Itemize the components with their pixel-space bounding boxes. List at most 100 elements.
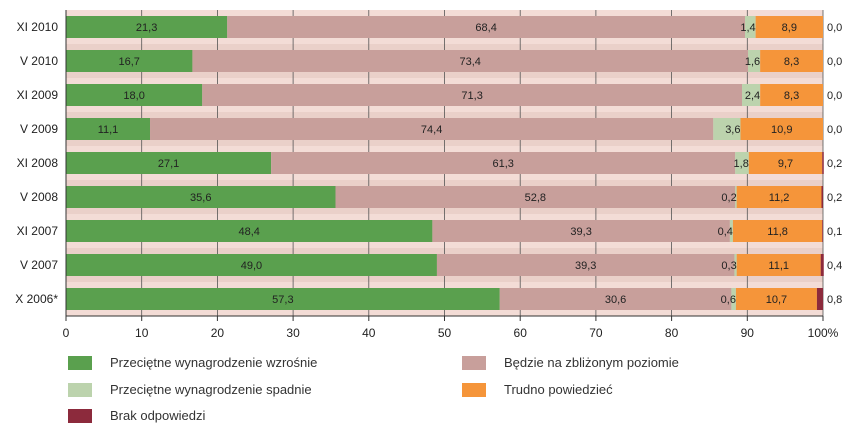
data-label: 35,6: [190, 192, 211, 204]
bar-segment: [150, 118, 714, 140]
data-label: 0,3: [721, 260, 736, 272]
x-tick-label: 50: [438, 326, 452, 340]
bar-segment: [732, 220, 823, 242]
data-label: 0,6: [721, 294, 736, 306]
data-label: 3,6: [725, 124, 740, 136]
data-label: 10,9: [771, 124, 792, 136]
bar-segment: [432, 220, 730, 242]
bar-segment: [66, 186, 336, 208]
category-label: XI 2007: [17, 224, 59, 238]
data-label: 0,2: [721, 192, 736, 204]
bar-segment: [822, 220, 823, 242]
bar-segment: [66, 84, 203, 106]
x-tick-label: 80: [665, 326, 679, 340]
data-label: 0,4: [718, 226, 733, 238]
bar-segment: [734, 254, 737, 276]
x-tick-label: 10: [135, 326, 149, 340]
bar-segment: [735, 288, 817, 310]
category-label: X 2006*: [15, 292, 58, 306]
x-tick-label: 40: [362, 326, 376, 340]
bar-segment: [748, 152, 823, 174]
bar-segment: [335, 186, 736, 208]
category-label: V 2008: [20, 190, 58, 204]
data-label: 2,4: [745, 90, 760, 102]
data-label: 39,3: [570, 226, 591, 238]
bar-segment: [271, 152, 736, 174]
data-label: 0,0: [827, 124, 842, 136]
data-label: 11,1: [98, 124, 119, 136]
data-label: 1,4: [740, 22, 755, 34]
data-label: 16,7: [118, 56, 139, 68]
bar-segment: [227, 16, 746, 38]
data-label: 21,3: [136, 22, 157, 34]
x-tick-label: 30: [286, 326, 300, 340]
data-label: 0,1: [827, 226, 842, 238]
bar-segment: [760, 50, 823, 72]
bar-segment: [740, 118, 823, 140]
bar-segment: [66, 220, 433, 242]
data-label: 11,2: [769, 192, 790, 204]
category-label: XI 2009: [17, 88, 59, 102]
bar-segment: [735, 152, 749, 174]
x-tick-label: 20: [211, 326, 225, 340]
bar-segment: [66, 50, 193, 72]
bar-segment: [760, 84, 823, 106]
data-label: 74,4: [421, 124, 442, 136]
bar-segment: [66, 152, 272, 174]
bar-segment: [748, 50, 761, 72]
data-label: 8,9: [782, 22, 797, 34]
bar-segment: [822, 152, 824, 174]
bar-segment: [192, 50, 749, 72]
bar-segment: [713, 118, 741, 140]
bar-segment: [736, 186, 822, 208]
bar-segment: [436, 254, 735, 276]
category-label: V 2010: [20, 54, 58, 68]
data-label: 61,3: [492, 158, 513, 170]
bar-segment: [202, 84, 743, 106]
bar-segment: [66, 288, 500, 310]
bar-segment: [742, 84, 761, 106]
data-label: 0,0: [827, 56, 842, 68]
data-label: 30,6: [605, 294, 626, 306]
bar-segment: [745, 16, 756, 38]
data-label: 0,0: [827, 22, 842, 34]
bar-segment: [729, 220, 733, 242]
bar-segment: [66, 16, 228, 38]
x-tick-label: 60: [514, 326, 528, 340]
bar-segment: [499, 288, 732, 310]
x-tick-label: 100%: [808, 326, 839, 340]
data-label: 27,1: [158, 158, 179, 170]
category-label: XI 2010: [17, 20, 59, 34]
data-label: 73,4: [460, 56, 481, 68]
data-label: 8,3: [784, 90, 799, 102]
data-label: 0,8: [827, 294, 842, 306]
category-label: V 2009: [20, 122, 58, 136]
data-label: 11,1: [768, 260, 789, 272]
data-label: 52,8: [525, 192, 546, 204]
data-label: 11,8: [767, 226, 788, 238]
data-label: 57,3: [272, 294, 293, 306]
bar-segment: [731, 288, 736, 310]
data-label: 0,0: [827, 90, 842, 102]
bar-segment: [816, 288, 823, 310]
data-label: 1,6: [745, 56, 760, 68]
data-label: 8,3: [784, 56, 799, 68]
data-label: 18,0: [123, 90, 144, 102]
category-label: V 2007: [20, 258, 58, 272]
bar-segment: [66, 254, 437, 276]
bar-segment: [820, 254, 824, 276]
data-label: 1,8: [734, 158, 749, 170]
data-label: 49,0: [241, 260, 262, 272]
data-label: 10,7: [766, 294, 787, 306]
data-label: 39,3: [575, 260, 596, 272]
category-label: XI 2008: [17, 156, 59, 170]
data-label: 68,4: [475, 22, 496, 34]
data-label: 0,2: [827, 192, 842, 204]
x-tick-label: 70: [589, 326, 603, 340]
data-label: 0,2: [827, 158, 842, 170]
bar-segment: [755, 16, 823, 38]
bar-segment: [735, 186, 737, 208]
bar-segment: [821, 186, 823, 208]
x-tick-label: 0: [63, 326, 70, 340]
